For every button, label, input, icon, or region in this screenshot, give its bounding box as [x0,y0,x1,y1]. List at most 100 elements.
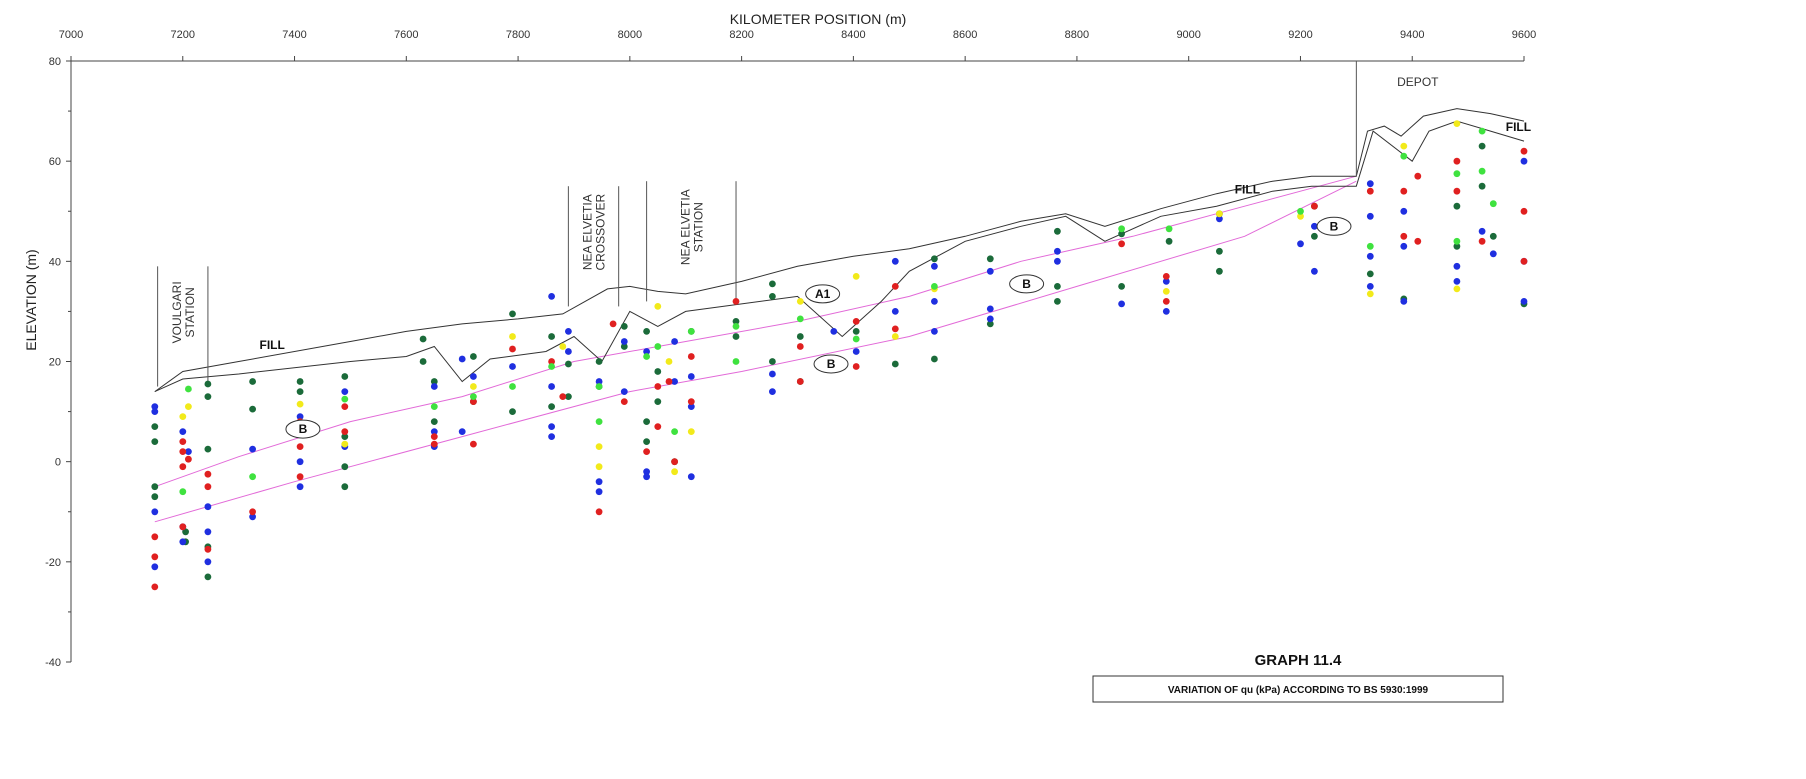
ground-surface-line [154,108,1525,393]
data-point [1400,298,1408,305]
data-point [249,508,256,516]
data-point [687,473,695,481]
graph-title: GRAPH 11.4 [1255,652,1342,669]
data-point [687,353,695,360]
data-point [296,378,304,385]
data-point [1400,142,1408,150]
data-point [687,428,695,435]
data-point [796,378,804,385]
data-point [1118,225,1125,233]
data-point [1489,250,1497,258]
data-point [595,418,603,425]
data-point [204,380,212,388]
data-point [620,398,628,405]
data-point [1311,222,1318,230]
data-point [1453,202,1461,210]
data-point [620,388,628,395]
y-tick-label: 60 [49,156,61,168]
data-point [1366,180,1374,188]
data-point [769,388,776,395]
x-tick-label: 8200 [729,29,753,41]
data-point [1489,200,1497,208]
data-point [595,508,603,516]
data-point [769,280,776,288]
data-point [430,403,438,410]
data-point [341,403,349,410]
data-point [249,445,256,453]
caption-box [1092,675,1504,703]
data-point [1118,300,1125,308]
data-point [151,493,159,501]
data-point [654,303,662,310]
graph-caption: VARIATION OF qu (kPa) ACCORDING TO BS 59… [1168,685,1429,696]
zone-oval-label: B [1330,219,1339,233]
data-point [341,395,349,403]
zone-oval-label: B [827,357,836,371]
y-tick-label: 0 [55,457,61,469]
x-tick-label: 9400 [1400,29,1424,41]
x-axis-title: KILOMETER POSITION (m) [730,11,907,27]
data-point [548,358,555,365]
data-point [1162,273,1170,280]
data-point [654,383,662,390]
data-point [1366,242,1374,250]
data-point [1453,262,1461,270]
data-point [665,378,673,385]
data-point [891,325,899,333]
data-point [1216,267,1223,275]
data-point [732,358,740,365]
data-point [620,343,628,350]
data-point [204,545,212,553]
data-point [852,328,860,335]
data-point [1453,278,1461,285]
data-point [986,267,994,275]
zone-oval [1009,274,1045,294]
y-tick-label: 20 [49,357,61,369]
data-point [1366,212,1374,220]
data-point [891,283,899,290]
data-point [1478,127,1486,135]
y-tick-label: -40 [45,657,61,669]
data-point [654,398,662,405]
data-point [1400,242,1408,250]
data-point [1216,247,1223,255]
data-point [430,428,438,435]
data-point [1520,147,1528,155]
data-point [1118,230,1125,238]
x-tick-label: 7000 [59,29,83,41]
data-point [1400,152,1408,160]
boundary-line-upper [154,175,1357,488]
data-point [1366,290,1374,298]
data-point [249,378,256,385]
data-point [470,353,477,360]
data-point [1453,120,1461,127]
data-point [1162,278,1170,285]
data-point [509,408,516,415]
data-point [931,283,938,290]
data-point [1520,157,1528,165]
data-point [643,418,650,425]
data-point [796,315,804,323]
data-point [620,338,628,345]
data-point [1054,298,1061,305]
data-point [430,440,438,448]
data-point [509,345,516,353]
zone-oval [285,419,321,439]
data-point [1478,182,1486,190]
fill-label: FILL [1506,120,1531,134]
data-point [565,360,572,368]
data-point [559,393,567,400]
data-point [1478,142,1486,150]
data-point [796,333,804,340]
data-point [1366,252,1374,260]
data-point [1400,232,1408,240]
x-tick-label: 7400 [282,29,306,41]
data-point [769,358,776,365]
data-point [341,428,349,435]
data-point [1162,308,1170,315]
data-point [1478,167,1486,175]
data-point [654,368,662,375]
axes: 7000 7200 7400 7600 7800 8000 8200 8400 8600 8800… [45,29,1536,669]
data-point [1216,215,1223,223]
data-point [1453,242,1461,250]
